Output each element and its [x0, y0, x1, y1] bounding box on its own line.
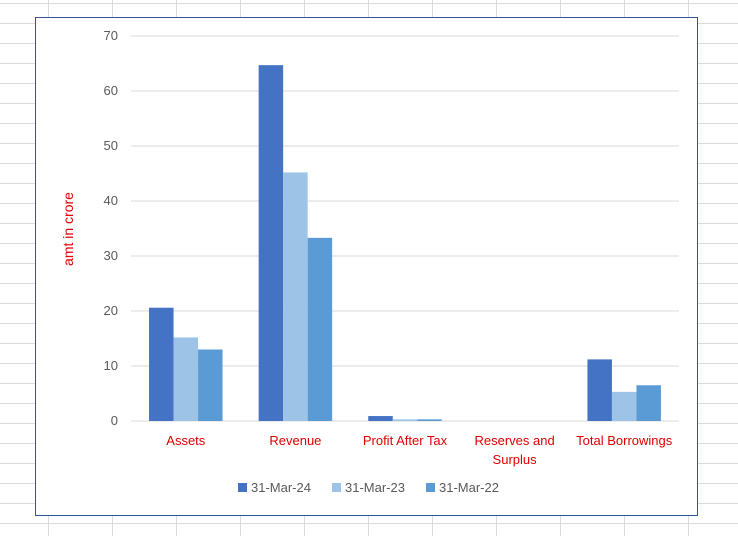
- bar-31-Mar-22-assets: [198, 349, 223, 421]
- bar-31-Mar-23-profit-after-tax: [392, 419, 418, 421]
- y-tick-label: 50: [104, 138, 118, 153]
- bar-31-Mar-22-revenue: [307, 237, 333, 421]
- bar-31-Mar-22-total-borrowings: [636, 385, 661, 421]
- legend-swatch: [426, 483, 435, 492]
- y-axis-title: amt in crore: [60, 192, 76, 266]
- bar-31-Mar-23-assets: [173, 337, 199, 421]
- y-tick-label: 70: [104, 28, 118, 43]
- y-tick-label: 10: [104, 358, 118, 373]
- bar-31-Mar-23-total-borrowings: [611, 391, 637, 421]
- x-category-label: Profit After Tax: [363, 433, 448, 448]
- bar-31-Mar-24-assets: [149, 307, 174, 421]
- bar-31-Mar-22-profit-after-tax: [417, 419, 442, 421]
- x-category-label: Surplus: [493, 452, 538, 467]
- legend-swatch: [238, 483, 247, 492]
- legend-label: 31-Mar-22: [439, 480, 499, 495]
- bars: [149, 65, 661, 422]
- y-tick-label: 0: [111, 413, 118, 428]
- y-tick-label: 30: [104, 248, 118, 263]
- bar-chart: 0 10 20 30 40 50 60 70 Assets Revenue Profit Afte…: [60, 28, 679, 495]
- legend-swatch: [332, 483, 341, 492]
- bar-31-Mar-24-total-borrowings: [587, 359, 612, 421]
- chart-area: 0 10 20 30 40 50 60 70 Assets Revenue Profit Afte…: [35, 17, 698, 516]
- x-category-label: Reserves and: [474, 433, 554, 448]
- y-tick-label: 20: [104, 303, 118, 318]
- legend: 31-Mar-24 31-Mar-23 31-Mar-22: [238, 480, 499, 495]
- y-tick-label: 40: [104, 193, 118, 208]
- y-tick-label: 60: [104, 83, 118, 98]
- legend-label: 31-Mar-24: [251, 480, 311, 495]
- bar-31-Mar-23-revenue: [283, 172, 308, 421]
- bar-31-Mar-24-profit-after-tax: [368, 416, 393, 421]
- y-axis-ticks: 0 10 20 30 40 50 60 70: [104, 28, 118, 428]
- x-category-label: Revenue: [269, 433, 321, 448]
- x-axis-categories: Assets Revenue Profit After Tax Reserves an…: [166, 433, 672, 467]
- bar-31-Mar-24-revenue: [258, 65, 284, 422]
- legend-label: 31-Mar-23: [345, 480, 405, 495]
- x-category-label: Total Borrowings: [576, 433, 673, 448]
- x-category-label: Assets: [166, 433, 206, 448]
